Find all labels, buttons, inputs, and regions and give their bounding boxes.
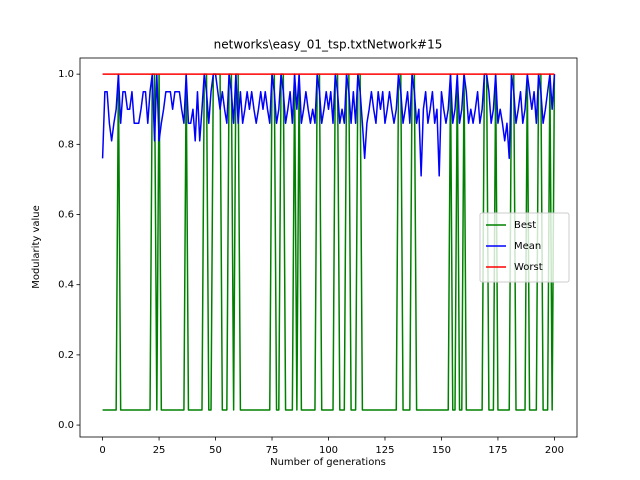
x-tick-label: 100 (319, 445, 338, 456)
y-tick-label: 0.4 (58, 280, 74, 291)
plot-frame (79, 57, 578, 438)
series-line (101, 73, 556, 177)
legend-label: Mean (514, 241, 541, 252)
x-tick-label: 175 (488, 445, 507, 456)
y-tick-label: 0.6 (58, 210, 74, 221)
legend-label: Best (514, 220, 536, 231)
x-axis-label: Number of generations (270, 457, 386, 468)
chart-title: networks\easy_01_tsp.txtNetwork#15 (214, 38, 443, 52)
x-tick-label: 150 (432, 445, 451, 456)
x-tick-label: 75 (266, 445, 279, 456)
y-tick-label: 1.0 (58, 69, 74, 80)
x-tick-label: 200 (545, 445, 564, 456)
y-tick-label: 0.0 (58, 420, 74, 431)
y-tick-label: 0.8 (58, 139, 74, 150)
y-axis-label: Modularity value (31, 205, 42, 289)
x-tick-label: 0 (99, 445, 105, 456)
series-line (102, 73, 556, 411)
legend-label: Worst (514, 262, 543, 273)
x-tick-label: 125 (375, 445, 394, 456)
y-tick-label: 0.2 (58, 350, 74, 361)
x-tick-label: 50 (209, 445, 222, 456)
legend-box (479, 212, 570, 283)
x-tick-label: 25 (153, 445, 166, 456)
